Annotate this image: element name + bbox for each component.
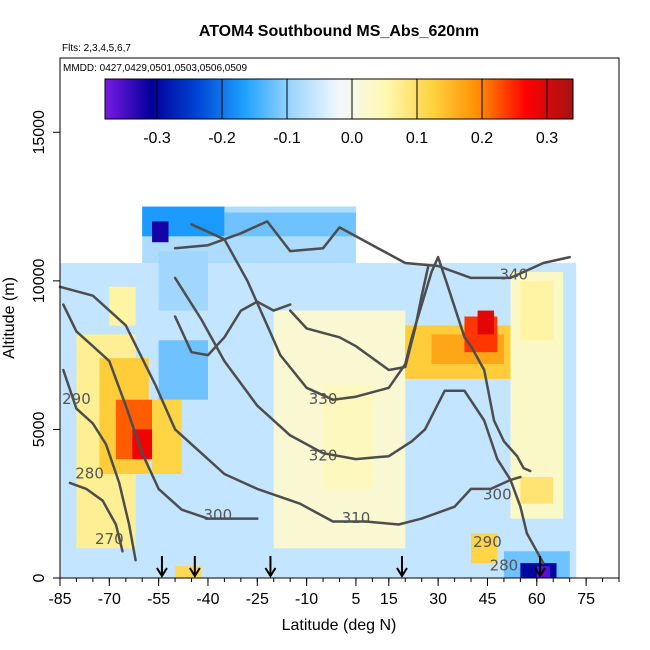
x-tick-label: -70	[98, 591, 121, 608]
contour-label: 310	[342, 509, 371, 527]
flight-arrow-head	[188, 567, 201, 578]
x-tick-label: 75	[577, 591, 595, 608]
isentrope-contours	[58, 220, 571, 565]
x-axis-label: Latitude (deg N)	[282, 617, 397, 634]
heatmap-cell	[520, 280, 554, 341]
x-tick-label: -55	[147, 591, 170, 608]
heatmap-cells	[60, 206, 577, 578]
y-tick-label: 10000	[31, 259, 48, 304]
flights-note: Flts: 2,3,4,5,6,7	[62, 43, 131, 54]
flight-arrow	[534, 556, 546, 578]
contour-label: 320	[309, 447, 338, 465]
contour-label: 280	[490, 557, 519, 575]
y-tick-label: 5000	[31, 412, 48, 448]
isentrope-line	[173, 276, 545, 565]
contour-label: 330	[309, 390, 338, 408]
x-tick-label: -85	[48, 591, 71, 608]
heatmap-cell	[477, 310, 495, 335]
flight-arrow	[156, 556, 168, 578]
colorbar-tick-label: -0.1	[273, 130, 301, 147]
contour-label: 300	[204, 506, 233, 524]
x-tick-label: 30	[429, 591, 447, 608]
heatmap-cell	[158, 251, 208, 311]
flight-arrow-head	[396, 567, 408, 578]
heatmap-cell	[224, 212, 356, 237]
contour-label: 280	[75, 465, 104, 483]
colorbar: -0.3 -0.2 -0.1 0.0 0.1 0.2 0.3	[104, 78, 574, 147]
y-tick-label: 0	[31, 573, 48, 582]
contour-labels: 340 330 320 310 300 300 290 290 280 280 270	[62, 265, 528, 574]
x-tick-label: -40	[196, 591, 219, 608]
isentrope-line	[190, 223, 532, 473]
flight-arrow-head	[264, 567, 277, 578]
flight-arrows	[156, 556, 546, 578]
y-axis: 0 5000 10000 15000	[31, 110, 60, 582]
y-tick-label: 15000	[31, 110, 48, 155]
contour-label: 340	[499, 265, 528, 283]
colorbar-tick-label: 0.1	[406, 130, 428, 147]
colorbar-tick-label: 0.3	[536, 130, 558, 147]
heatmap-cell	[152, 221, 169, 243]
contour-label: 290	[62, 390, 91, 408]
isentrope-line	[62, 368, 137, 562]
colorbar-tick-label: 0.2	[471, 130, 493, 147]
y-axis-label: Altitude (m)	[1, 277, 18, 359]
x-tick-label: 5	[351, 591, 360, 608]
isentrope-line	[173, 300, 292, 357]
contour-label: 270	[95, 530, 124, 548]
contour-label: 290	[473, 533, 502, 551]
x-tick-label: -10	[295, 591, 318, 608]
x-tick-label: -25	[246, 591, 269, 608]
flight-arrow-head	[156, 567, 168, 578]
isentrope-line	[58, 285, 522, 526]
heatmap-cell	[175, 566, 202, 578]
isentrope-line	[173, 220, 571, 280]
x-tick-label: 45	[479, 591, 497, 608]
flight-arrow	[188, 556, 201, 578]
isentrope-line	[62, 303, 259, 520]
flight-arrow	[264, 556, 277, 578]
isentrope-line	[288, 264, 430, 372]
x-tick-label: 60	[528, 591, 546, 608]
colorbar-ramp	[104, 78, 574, 120]
colorbar-tick-label: 0.0	[341, 130, 363, 147]
heatmap-cell	[520, 476, 554, 504]
colorbar-tick-label: -0.3	[143, 130, 171, 147]
x-tick-label: 15	[380, 591, 398, 608]
x-axis: -85 -70 -55 -40 -25 -10 5 15 30 45 60 75	[48, 578, 620, 608]
heatmap-cell	[323, 384, 373, 489]
heatmap-cell	[132, 429, 156, 460]
chart-title: ATOM4 Southbound MS_Abs_620nm	[199, 23, 479, 40]
isentrope-line	[68, 481, 124, 553]
colorbar-tick-label: -0.2	[208, 130, 236, 147]
heatmap-cell	[109, 286, 136, 326]
heatmap-cell	[158, 340, 208, 400]
heatmap-cell	[471, 533, 498, 564]
contour-label: 300	[483, 485, 512, 503]
dates-note: MMDD: 0427,0429,0501,0503,0506,0509	[63, 63, 247, 74]
flight-arrow-head	[534, 567, 546, 578]
flight-arrow	[396, 556, 408, 578]
